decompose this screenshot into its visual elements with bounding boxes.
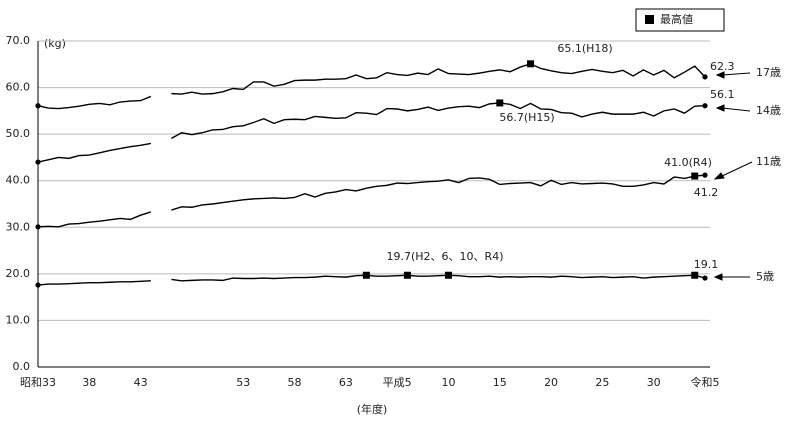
- legend-label: 最高値: [660, 12, 693, 26]
- max-marker: [403, 271, 411, 279]
- y-tick-label: 30.0: [6, 220, 31, 233]
- arrow: [721, 107, 751, 112]
- x-tick-label: 20: [544, 376, 558, 389]
- y-tick-label: 50.0: [6, 127, 31, 140]
- y-tick-label: 20.0: [6, 267, 31, 280]
- series-line: [37, 174, 706, 228]
- series-label: 11歳: [756, 155, 781, 168]
- max-marker: [444, 271, 452, 279]
- x-tick-label: 25: [595, 376, 609, 389]
- end-point: [702, 172, 708, 178]
- y-tick-label: 40.0: [6, 174, 31, 187]
- end-point: [35, 103, 41, 109]
- arrowhead: [713, 273, 723, 281]
- annotation: 41.0(R4): [664, 156, 712, 169]
- max-marker: [691, 271, 699, 279]
- x-tick-label: 10: [441, 376, 455, 389]
- series-label: 5歳: [756, 270, 774, 283]
- y-tick-label: 10.0: [6, 313, 31, 326]
- annotation: 56.7(H15): [499, 111, 554, 124]
- arrowhead: [715, 104, 725, 112]
- legend-box: [635, 8, 725, 32]
- arrows: [713, 71, 753, 281]
- series-label: 17歳: [756, 66, 781, 79]
- annotation: 62.3: [710, 60, 735, 73]
- series-line: [37, 274, 706, 286]
- y-unit: (kg): [44, 37, 66, 50]
- x-tick-label: 30: [647, 376, 661, 389]
- x-tick-label: 63: [339, 376, 353, 389]
- arrow: [721, 72, 751, 76]
- annotation: 65.1(H18): [557, 42, 612, 55]
- arrow: [719, 161, 753, 178]
- max-marker: [691, 172, 699, 180]
- end-point: [35, 224, 41, 230]
- y-tick-label: 70.0: [6, 34, 31, 47]
- end-point: [702, 103, 708, 109]
- y-tick-label: 60.0: [6, 81, 31, 94]
- x-tick-label: 43: [134, 376, 148, 389]
- series-line: [37, 63, 706, 110]
- x-tick-label: 昭和33: [20, 376, 56, 389]
- x-tick-label: 令和5: [691, 375, 720, 389]
- end-point: [35, 159, 41, 165]
- end-point: [702, 275, 708, 281]
- x-axis-label: (年度): [357, 402, 388, 416]
- arrowhead: [713, 172, 725, 180]
- x-tick-label: 平成5: [383, 376, 412, 389]
- annotation: 19.7(H2、6、10、R4): [387, 250, 504, 263]
- y-tick-label: 0.0: [13, 360, 31, 373]
- x-tick-label: 58: [288, 376, 302, 389]
- x-tick-label: 15: [493, 376, 507, 389]
- annotation: 19.1: [694, 258, 719, 271]
- series-line: [37, 102, 706, 163]
- x-tick-label: 38: [82, 376, 96, 389]
- max-marker: [527, 60, 535, 68]
- legend-marker: [645, 15, 654, 24]
- annotation: 41.2: [694, 186, 719, 199]
- end-point: [702, 74, 708, 80]
- arrowhead: [715, 71, 725, 79]
- max-marker: [496, 99, 504, 107]
- max-marker: [362, 271, 370, 279]
- end-point: [35, 282, 41, 288]
- annotation: 56.1: [710, 88, 735, 101]
- x-tick-label: 53: [236, 376, 250, 389]
- series-label: 14歳: [756, 104, 781, 117]
